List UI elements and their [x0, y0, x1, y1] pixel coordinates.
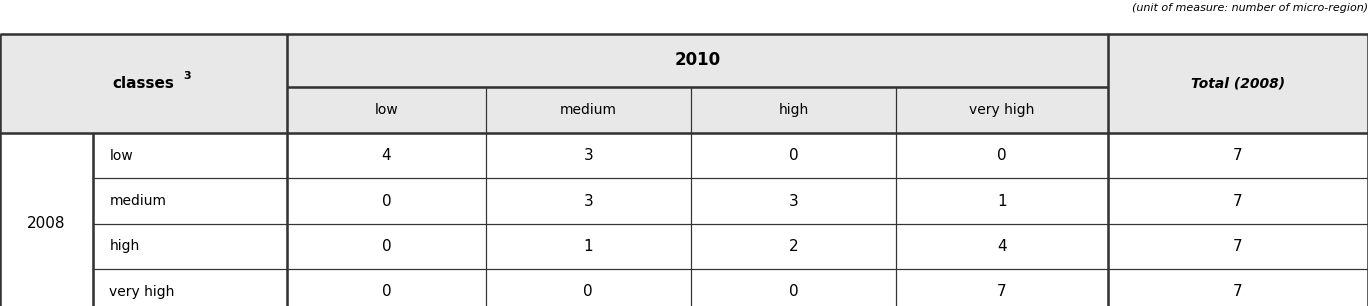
Bar [1108, 34, 1368, 133]
Text: 0: 0 [583, 284, 594, 299]
Text: 0: 0 [382, 239, 391, 254]
Text: 2: 2 [788, 239, 799, 254]
Text: 3: 3 [788, 193, 799, 209]
Text: 7: 7 [1233, 148, 1244, 163]
Text: 0: 0 [382, 284, 391, 299]
Bar [93, 224, 287, 269]
Text: 4: 4 [997, 239, 1007, 254]
Text: 3: 3 [583, 148, 594, 163]
Bar [691, 224, 896, 269]
Text: classes: classes [112, 76, 175, 91]
Bar [93, 133, 287, 178]
Text: 3: 3 [583, 193, 594, 209]
Bar [287, 34, 1108, 87]
Bar [486, 87, 691, 133]
Text: 7: 7 [997, 284, 1007, 299]
Text: 1: 1 [997, 193, 1007, 209]
Bar [1108, 224, 1368, 269]
Bar [896, 224, 1108, 269]
Text: low: low [375, 103, 398, 117]
Bar [0, 133, 93, 306]
Bar [691, 178, 896, 224]
Text: 0: 0 [997, 148, 1007, 163]
Bar [486, 178, 691, 224]
Text: 7: 7 [1233, 239, 1244, 254]
Text: (unit of measure: number of micro-region): (unit of measure: number of micro-region… [1131, 3, 1368, 13]
Text: 7: 7 [1233, 284, 1244, 299]
Bar [93, 178, 287, 224]
Bar [486, 133, 691, 178]
Text: 0: 0 [382, 193, 391, 209]
Bar [896, 269, 1108, 306]
Text: 0: 0 [788, 148, 799, 163]
Text: low: low [109, 149, 133, 163]
Text: high: high [109, 239, 140, 253]
Bar [287, 269, 486, 306]
Bar [486, 269, 691, 306]
Text: 2010: 2010 [674, 51, 721, 69]
Text: high: high [778, 103, 808, 117]
Text: 4: 4 [382, 148, 391, 163]
Bar [287, 133, 486, 178]
Bar [0, 34, 287, 133]
Text: medium: medium [560, 103, 617, 117]
Bar [287, 224, 486, 269]
Bar [1108, 269, 1368, 306]
Text: 2008: 2008 [27, 216, 66, 231]
Bar [896, 133, 1108, 178]
Bar [287, 87, 486, 133]
Bar [896, 87, 1108, 133]
Bar [896, 178, 1108, 224]
Text: 1: 1 [583, 239, 594, 254]
Text: medium: medium [109, 194, 167, 208]
Text: very high: very high [109, 285, 175, 299]
Bar [691, 87, 896, 133]
Text: Total (2008): Total (2008) [1192, 76, 1285, 90]
Bar [1108, 178, 1368, 224]
Bar [486, 224, 691, 269]
Bar [93, 269, 287, 306]
Text: 7: 7 [1233, 193, 1244, 209]
Bar [287, 178, 486, 224]
Text: 0: 0 [788, 284, 799, 299]
Bar [1108, 133, 1368, 178]
Text: very high: very high [970, 103, 1034, 117]
Text: 3: 3 [183, 71, 192, 81]
Bar [691, 269, 896, 306]
Bar [691, 133, 896, 178]
